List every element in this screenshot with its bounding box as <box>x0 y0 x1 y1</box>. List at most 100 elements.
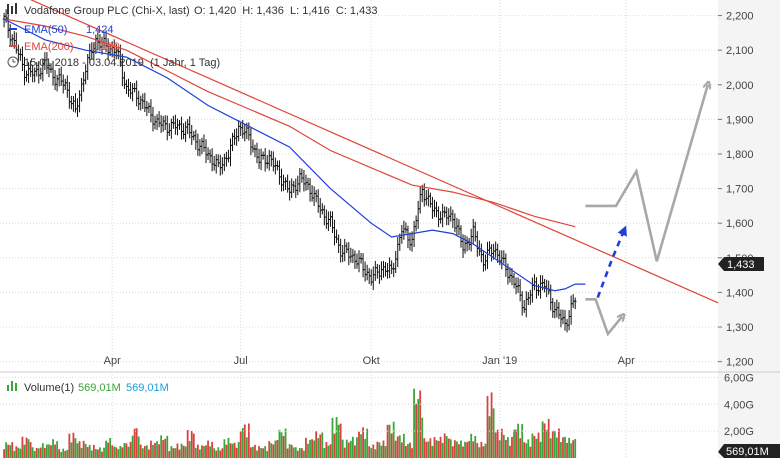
volume-bar <box>421 417 424 458</box>
volume-bar <box>331 417 334 458</box>
volume-bar <box>215 450 218 458</box>
instrument-icon <box>7 3 17 14</box>
volume-bar <box>292 447 295 458</box>
volume-bar <box>70 442 73 458</box>
time-tick-label: Apr <box>618 355 635 367</box>
volume-bar <box>470 433 473 458</box>
volume-bar <box>509 445 511 458</box>
volume-bar <box>198 449 201 458</box>
volume-value-blue: 569,01M <box>126 382 169 394</box>
volume-bar <box>458 444 460 458</box>
volume-bar <box>252 446 254 458</box>
volume-bar <box>570 443 573 458</box>
current-price-badge: 1,433 <box>718 257 764 271</box>
volume-bar <box>54 444 56 458</box>
volume-bar <box>203 446 205 458</box>
volume-bar <box>370 448 373 458</box>
volume-bar <box>364 438 367 458</box>
volume-bar <box>451 446 454 458</box>
volume-bar <box>360 434 362 458</box>
ohlc-readout: O: 1,420 H: 1,436 L: 1,416 C: 1,433 <box>194 5 377 17</box>
trend-line <box>30 0 719 304</box>
volume-bar <box>376 441 379 458</box>
volume-bar <box>564 436 566 458</box>
price-tick-label: 1,900 <box>726 114 754 126</box>
volume-bar <box>282 435 285 458</box>
volume-bar <box>562 437 564 458</box>
volume-bar <box>321 432 324 458</box>
volume-bar <box>66 449 69 458</box>
volume-bar <box>188 441 191 458</box>
volume-bar <box>380 445 383 458</box>
volume-bar <box>182 445 185 458</box>
volume-bar <box>445 436 448 458</box>
volume-bar <box>219 450 222 458</box>
volume-bar <box>94 449 97 458</box>
ema200-line <box>3 18 576 228</box>
volume-bar <box>531 433 534 458</box>
volume-bar <box>400 442 403 458</box>
volume-bar <box>137 436 140 458</box>
instrument-name: Vodafone Group PLC (Chi-X, last) <box>24 5 190 17</box>
clock-icon <box>7 56 19 68</box>
volume-axis-background <box>718 372 780 458</box>
time-tick-label: Apr <box>104 355 121 367</box>
volume-bar <box>568 437 570 458</box>
volume-bar <box>194 447 197 458</box>
volume-bar <box>484 443 487 458</box>
ema50-value: 1,424 <box>86 24 114 36</box>
volume-bar <box>339 423 342 458</box>
volume-bar <box>103 447 105 458</box>
volume-bar <box>555 437 558 458</box>
volume-bar <box>537 432 540 458</box>
volume-bar <box>523 442 526 458</box>
volume-bar <box>13 450 16 458</box>
projection-down-arrow <box>585 297 622 337</box>
volume-bar <box>366 428 369 458</box>
volume-bar <box>551 430 554 458</box>
volume-bar <box>178 449 181 458</box>
volume-bar <box>209 446 211 458</box>
volume-bar <box>86 446 89 458</box>
volume-bar <box>529 446 532 458</box>
volume-bar <box>52 439 54 458</box>
volume-bar <box>207 440 209 458</box>
volume-bar <box>201 445 203 458</box>
volume-bar <box>341 439 344 458</box>
volume-bar <box>405 445 407 458</box>
volume-bar <box>46 444 48 458</box>
current-price-value: 1,433 <box>727 259 755 271</box>
volume-bar <box>160 435 163 458</box>
ema200-value: 1,590 <box>92 41 120 53</box>
volume-bar <box>362 427 364 458</box>
volume-bar <box>109 437 112 458</box>
volume-bar <box>515 429 517 458</box>
volume-bar <box>325 441 328 458</box>
volume-bar <box>307 443 309 458</box>
volume-bar <box>221 448 224 458</box>
volume-bar <box>145 445 148 458</box>
volume-bar <box>239 431 242 458</box>
price-tick-label: 2,100 <box>726 45 754 57</box>
volume-bar <box>278 429 281 458</box>
volume-bar <box>58 449 61 458</box>
volume-bar <box>533 435 536 458</box>
volume-bar <box>205 445 207 458</box>
volume-bar <box>480 441 483 458</box>
volume-tick-label: 4,00G <box>724 399 754 411</box>
volume-bar <box>139 444 142 458</box>
volume-bar <box>482 446 485 458</box>
price-tick-label: 2,000 <box>726 80 754 92</box>
volume-bar <box>466 442 469 458</box>
volume-bar <box>566 442 568 458</box>
volume-bar <box>60 451 63 458</box>
volume-bar <box>419 390 422 458</box>
price-tick-label: 1,600 <box>726 218 754 230</box>
volume-bar <box>56 441 59 458</box>
volume-bar <box>247 423 250 458</box>
volume-bar <box>335 416 338 458</box>
volume-bar <box>329 444 332 458</box>
volume-bar <box>504 439 507 458</box>
volume-bar <box>496 429 499 458</box>
